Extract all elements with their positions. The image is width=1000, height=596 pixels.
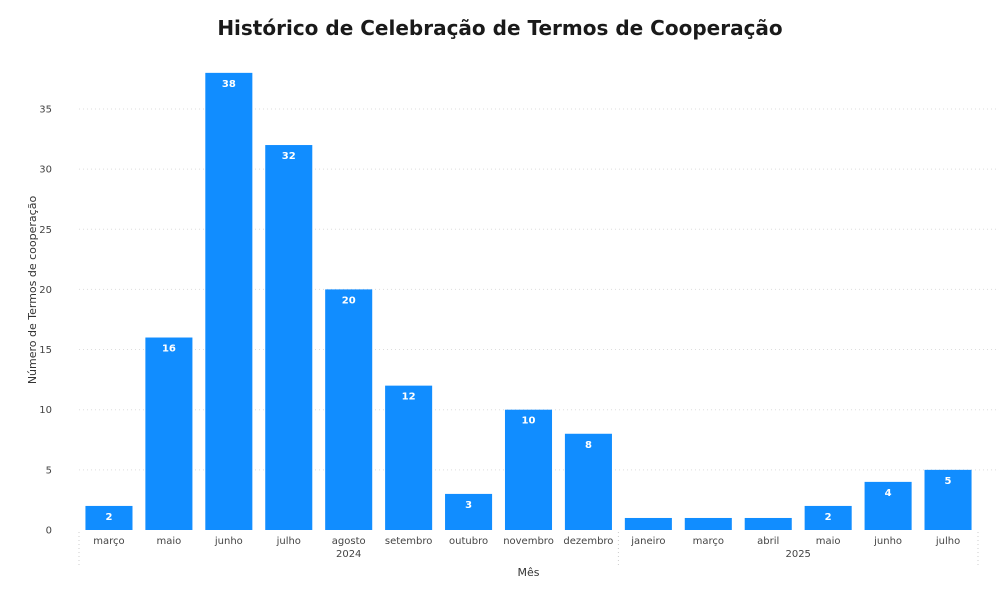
bar-9[interactable] (564, 433, 612, 530)
y-tick-label: 0 (46, 526, 52, 537)
x-tick-label: maio (157, 536, 182, 547)
bar-3[interactable] (205, 72, 253, 531)
x-tick-label: março (693, 536, 724, 547)
y-tick-label: 35 (39, 104, 52, 115)
y-tick-label: 10 (39, 405, 52, 416)
bar-7[interactable] (445, 493, 493, 530)
data-label: 12 (402, 392, 416, 403)
bar-4[interactable] (265, 145, 313, 531)
data-label: 2 (825, 512, 832, 523)
bar-6[interactable] (385, 385, 433, 530)
data-label: 8 (585, 440, 592, 451)
x-tick-label: outubro (449, 536, 488, 547)
y-tick-label: 25 (39, 225, 52, 236)
x-tick-label: dezembro (563, 536, 613, 547)
x-tick-label: janeiro (630, 536, 665, 547)
bar-2[interactable] (145, 337, 193, 530)
x-tick-label: novembro (503, 536, 554, 547)
data-label: 38 (222, 79, 236, 90)
bar-5[interactable] (325, 289, 373, 530)
bar-8[interactable] (504, 409, 553, 530)
x-tick-label: setembro (385, 536, 433, 547)
bar-14[interactable] (864, 481, 912, 530)
bar-13[interactable] (804, 505, 852, 530)
bar-12[interactable] (744, 517, 792, 530)
bar-10[interactable] (624, 517, 672, 530)
data-label: 10 (522, 416, 536, 427)
data-label: 5 (945, 476, 952, 487)
y-tick-label: 15 (39, 345, 52, 356)
x-tick-label: março (93, 536, 124, 547)
bar-11[interactable] (684, 517, 732, 530)
x-tick-label: junho (873, 536, 902, 547)
data-label: 20 (342, 295, 356, 306)
x-tick-label: agosto (332, 536, 366, 547)
y-axis-title: Número de Termos de cooperação (26, 196, 39, 385)
x-tick-label: junho (214, 536, 243, 547)
y-tick-label: 5 (46, 465, 52, 476)
x-tick-label: maio (816, 536, 841, 547)
bar-1[interactable] (85, 505, 133, 530)
data-label: 2 (105, 512, 112, 523)
data-label: 4 (885, 488, 892, 499)
year-label: 2025 (785, 549, 810, 560)
bar-15[interactable] (924, 469, 972, 530)
x-tick-label: abril (757, 536, 779, 547)
x-tick-label: julho (276, 536, 301, 547)
year-label: 2024 (336, 549, 361, 560)
y-tick-label: 30 (39, 165, 52, 176)
data-label: 3 (465, 500, 472, 511)
data-label: 32 (282, 151, 296, 162)
y-tick-label: 20 (39, 285, 52, 296)
chart-title: Histórico de Celebração de Termos de Coo… (217, 16, 783, 40)
x-axis-title: Mês (518, 566, 540, 579)
x-tick-label: julho (935, 536, 960, 547)
data-label: 16 (162, 344, 176, 355)
